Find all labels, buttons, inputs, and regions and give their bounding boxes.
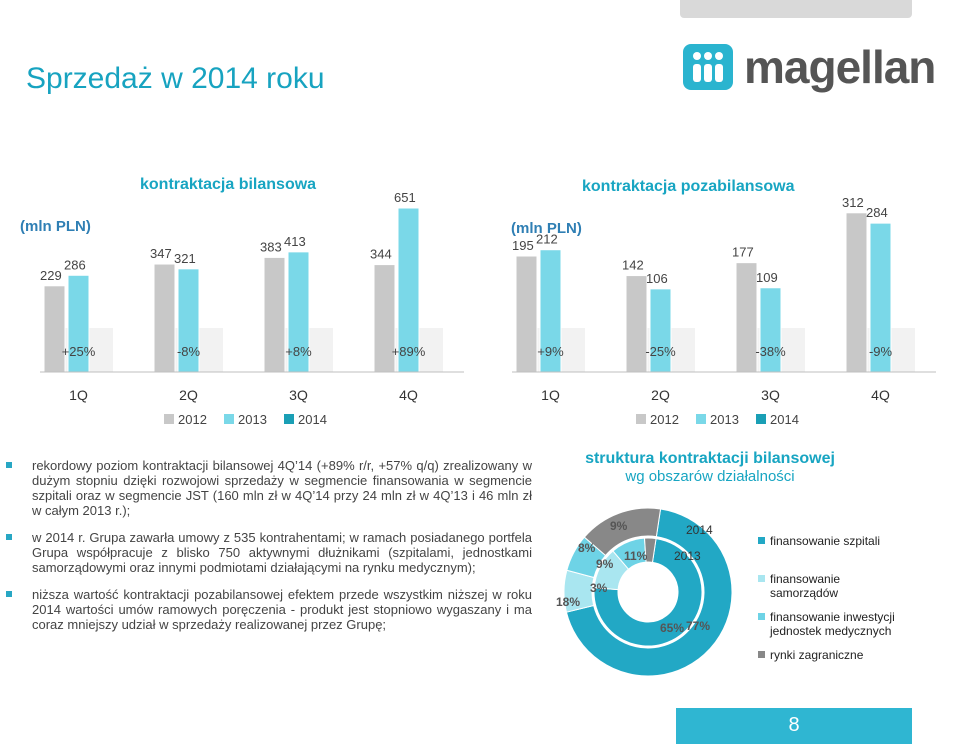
chart2-unit: (mln PLN)	[511, 220, 582, 237]
donut-legend-item: rynki zagraniczne	[758, 648, 958, 662]
page-number: 8	[788, 714, 800, 736]
data-label: 347	[150, 246, 172, 261]
data-label: 106	[646, 271, 668, 286]
legend-swatch	[758, 613, 765, 620]
page-number-box	[676, 708, 912, 744]
donut-slice	[583, 507, 662, 557]
donut-label: 18%	[556, 595, 580, 609]
donut-slice	[593, 538, 703, 647]
legend-label: 2013	[710, 412, 739, 427]
top-decor-bar	[680, 0, 912, 18]
data-label: 321	[174, 251, 196, 266]
legend-swatch	[164, 414, 174, 424]
tick-label: 3Q	[289, 387, 308, 403]
data-label: 284	[866, 205, 888, 220]
donut-label: 9%	[610, 519, 628, 533]
legend-swatch	[758, 575, 765, 582]
donut-subtitle: wg obszarów działalności	[625, 468, 795, 485]
donut-legend-item: finansowanie szpitali	[758, 534, 958, 548]
tick-label: 2Q	[651, 387, 670, 403]
page-title: Sprzedaż w 2014 roku	[26, 62, 325, 95]
legend-label: 2014	[770, 412, 799, 427]
donut-legend-item: finansowanie samorządów	[758, 572, 868, 600]
donut-legend-item: finansowanie inwestycji jednostek medycz…	[758, 610, 928, 638]
donut-title-block: struktura kontraktacji bilansowej wg obs…	[560, 450, 860, 485]
bullet-list: rekordowy poziom kontraktacji bilansowej…	[6, 458, 532, 644]
legend-label: 2013	[238, 412, 267, 427]
change-label: +9%	[537, 344, 564, 359]
bar	[759, 287, 782, 373]
donut-label: 8%	[578, 541, 596, 555]
data-label: 312	[842, 195, 864, 210]
legend-label: rynki zagraniczne	[770, 648, 864, 662]
bar	[649, 288, 672, 373]
donut-label: 9%	[596, 557, 614, 571]
legend-swatch	[758, 537, 765, 544]
data-label: 344	[370, 247, 392, 262]
data-label: 142	[622, 258, 644, 273]
legend-swatch	[636, 414, 646, 424]
legend-swatch	[224, 414, 234, 424]
data-label: 212	[536, 232, 558, 247]
tick-label: 4Q	[871, 387, 890, 403]
donut-label: 65%	[660, 621, 684, 635]
bullet-item: w 2014 r. Grupa zawarła umowy z 535 kont…	[6, 530, 532, 575]
legend-swatch	[758, 651, 765, 658]
bar	[515, 255, 538, 373]
donut-label: 77%	[686, 619, 710, 633]
data-label: 286	[64, 257, 86, 272]
bar	[153, 263, 176, 373]
change-label: -25%	[645, 344, 676, 359]
donut-label: 3%	[590, 581, 608, 595]
change-label: -9%	[869, 344, 893, 359]
bullet-item: rekordowy poziom kontraktacji bilansowej…	[6, 458, 532, 518]
legend-label: finansowanie szpitali	[770, 534, 881, 548]
legend-swatch	[696, 414, 706, 424]
bar	[263, 256, 286, 373]
legend-label: 2012	[650, 412, 679, 427]
change-label: +25%	[62, 344, 96, 359]
donut-slice	[644, 537, 657, 563]
tick-label: 3Q	[761, 387, 780, 403]
change-label: +8%	[285, 344, 312, 359]
change-label: +89%	[392, 344, 426, 359]
data-label: 651	[394, 190, 416, 205]
tick-label: 1Q	[69, 387, 88, 403]
data-label: 109	[756, 270, 778, 285]
legend-label: 2012	[178, 412, 207, 427]
donut-label: 11%	[624, 549, 648, 563]
data-label: 413	[284, 234, 306, 249]
donut-title: struktura kontraktacji bilansowej	[585, 450, 835, 467]
tick-label: 1Q	[541, 387, 560, 403]
chart1-unit: (mln PLN)	[20, 218, 91, 235]
tick-label: 4Q	[399, 387, 418, 403]
legend-label: finansowanie inwestycji jednostek medycz…	[770, 610, 895, 638]
bullet-item: niższa wartość kontraktacji pozabilansow…	[6, 587, 532, 632]
bar	[735, 262, 758, 373]
legend-swatch	[756, 414, 766, 424]
bar	[845, 212, 868, 373]
donut-slice	[565, 508, 733, 676]
legend-label: finansowanie samorządów	[770, 572, 841, 600]
logo-icon	[683, 44, 733, 90]
change-label: -38%	[755, 344, 786, 359]
chart1-title: kontraktacja bilansowa	[140, 176, 317, 193]
data-label: 177	[732, 245, 754, 260]
change-label: -8%	[177, 344, 201, 359]
tick-label: 2Q	[179, 387, 198, 403]
legend-swatch	[284, 414, 294, 424]
data-label: 195	[512, 238, 534, 253]
chart2-title: kontraktacja pozabilansowa	[582, 178, 795, 195]
bar	[625, 275, 648, 373]
bar	[43, 285, 66, 373]
logo-text: magellan	[744, 41, 936, 93]
data-label: 229	[40, 268, 62, 283]
data-label: 383	[260, 239, 282, 254]
legend-label: 2014	[298, 412, 327, 427]
ring-name: 2013	[674, 549, 701, 563]
ring-name: 2014	[686, 523, 713, 537]
